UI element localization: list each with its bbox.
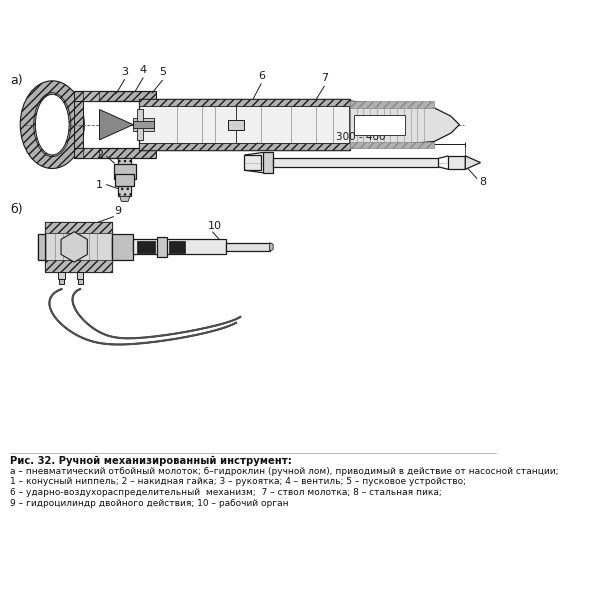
Text: 1 – конусный ниппель; 2 – накидная гайка; 3 – рукоятка; 4 – вентиль; 5 – пусково: 1 – конусный ниппель; 2 – накидная гайка… — [10, 478, 466, 487]
Text: б): б) — [10, 203, 23, 216]
Polygon shape — [100, 109, 133, 140]
Bar — [118, 158, 131, 196]
Bar — [74, 91, 156, 101]
Polygon shape — [350, 101, 434, 108]
Bar — [227, 119, 244, 130]
Bar — [244, 155, 262, 170]
Bar — [139, 100, 350, 150]
Text: а): а) — [10, 74, 23, 87]
Bar — [133, 239, 226, 254]
Polygon shape — [270, 242, 273, 251]
Bar — [112, 238, 133, 256]
Text: 7: 7 — [321, 73, 328, 83]
Polygon shape — [61, 232, 88, 262]
Bar — [115, 175, 134, 186]
Bar — [44, 221, 112, 272]
Text: 10: 10 — [208, 221, 222, 231]
Bar — [133, 118, 154, 131]
Bar — [77, 272, 83, 279]
Ellipse shape — [35, 94, 69, 155]
Text: 9 – гидроцилиндр двойного действия; 10 – рабочий орган: 9 – гидроцилиндр двойного действия; 10 –… — [10, 499, 289, 508]
Polygon shape — [350, 142, 434, 148]
Text: 6 – ударно-воздухораспределительный  механизм;  7 – ствол молотка; 8 – стальная : 6 – ударно-воздухораспределительный меха… — [10, 488, 442, 497]
Text: а – пневматический отбойный молоток; б–гидроклин (ручной лом), приводимый в дейс: а – пневматический отбойный молоток; б–г… — [10, 467, 559, 476]
Text: Рис. 32. Ручной механизированный инструмент:: Рис. 32. Ручной механизированный инструм… — [10, 456, 292, 466]
Bar — [139, 100, 350, 106]
Bar — [263, 152, 273, 173]
Bar — [273, 158, 439, 167]
Bar — [157, 237, 167, 257]
Bar — [137, 241, 155, 253]
Bar — [83, 148, 100, 158]
Text: 6: 6 — [258, 71, 265, 81]
Text: 300 - 400: 300 - 400 — [337, 133, 386, 142]
Ellipse shape — [20, 81, 84, 169]
Bar — [169, 241, 185, 253]
Polygon shape — [465, 156, 481, 169]
Bar — [74, 101, 83, 148]
Bar — [354, 115, 404, 135]
Text: 8: 8 — [479, 177, 486, 187]
Bar — [112, 234, 133, 260]
Text: 9: 9 — [115, 206, 122, 216]
Bar — [226, 242, 270, 251]
Text: 5: 5 — [159, 67, 166, 77]
Polygon shape — [350, 101, 460, 148]
Text: 2: 2 — [96, 150, 103, 160]
Text: 4: 4 — [140, 65, 147, 75]
Bar — [74, 148, 156, 158]
Bar — [77, 279, 83, 284]
Bar — [114, 164, 136, 179]
Bar — [448, 156, 465, 169]
Bar — [44, 260, 112, 272]
Polygon shape — [119, 196, 130, 202]
Bar — [38, 234, 44, 260]
Bar — [133, 121, 154, 128]
Bar — [44, 221, 112, 233]
Bar — [59, 279, 64, 284]
Bar — [137, 109, 143, 140]
Text: 1: 1 — [96, 179, 103, 190]
Text: 3: 3 — [121, 67, 128, 77]
Bar — [139, 143, 350, 150]
Bar — [58, 272, 65, 279]
Bar — [83, 91, 100, 101]
